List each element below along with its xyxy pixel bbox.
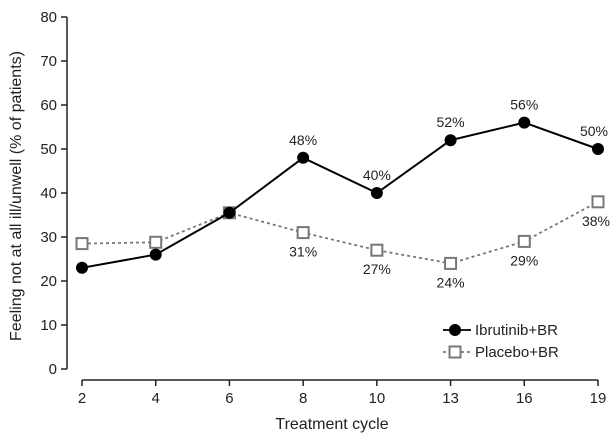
legend-label: Ibrutinib+BR <box>475 322 558 339</box>
data-point <box>149 235 163 249</box>
data-label: 52% <box>437 114 465 130</box>
data-point <box>149 248 162 261</box>
legend-marker <box>448 345 462 359</box>
legend-item-placebo-br: Placebo+BR <box>443 344 559 361</box>
y-tick-label: 20 <box>40 273 57 290</box>
data-label: 31% <box>289 244 317 260</box>
data-point <box>517 234 531 248</box>
x-tick-label: 10 <box>369 390 386 407</box>
y-tick-label: 10 <box>40 317 57 334</box>
data-label: 38% <box>582 213 610 229</box>
data-label: 56% <box>510 97 538 113</box>
x-tick-label: 6 <box>225 390 233 407</box>
legend-item-ibrutinib-br: Ibrutinib+BR <box>443 322 558 339</box>
data-point <box>370 187 383 199</box>
data-point <box>518 116 531 129</box>
x-tick-label: 19 <box>590 390 607 407</box>
y-tick-label: 80 <box>40 9 57 26</box>
x-tick-label: 8 <box>299 390 307 407</box>
y-tick-label: 50 <box>40 141 57 158</box>
data-point <box>444 256 458 270</box>
y-tick-label: 60 <box>40 97 57 114</box>
data-label: 27% <box>363 261 391 277</box>
data-point <box>444 134 457 147</box>
y-tick-label: 70 <box>40 53 57 70</box>
chart-legend: Ibrutinib+BR Placebo+BR <box>443 322 559 361</box>
x-axis-title: Treatment cycle <box>275 416 388 433</box>
series-ibrutinib-br <box>76 116 604 274</box>
x-tick-label: 4 <box>152 390 160 407</box>
data-point <box>296 226 310 240</box>
y-tick-label: 0 <box>49 361 57 378</box>
data-point <box>223 206 236 219</box>
data-label: 40% <box>363 167 391 183</box>
chart-data-labels: 31% 27% 24% 29% 38% 48% 40% 52% 56% 50% <box>289 97 610 291</box>
y-axis-title: Feeling not at all ill/unwell (% of pati… <box>8 51 25 341</box>
data-point <box>76 261 88 274</box>
data-point <box>297 151 310 164</box>
x-tick-label: 13 <box>442 390 459 407</box>
data-label: 48% <box>289 132 317 148</box>
data-point <box>592 143 604 155</box>
chart-series <box>75 116 605 274</box>
series-line <box>81 201 599 265</box>
series-line <box>81 121 599 269</box>
x-tick-label: 2 <box>78 390 86 407</box>
chart-axes: 0 10 20 30 40 50 60 70 80 2 4 6 8 10 13 16 19 <box>40 9 606 407</box>
y-tick-label: 40 <box>40 185 57 202</box>
y-tick-label: 30 <box>40 229 57 246</box>
legend-marker <box>449 324 461 336</box>
x-tick-label: 16 <box>516 390 533 407</box>
data-label: 29% <box>510 252 538 268</box>
data-point <box>75 237 89 251</box>
data-point <box>370 243 384 257</box>
legend-label: Placebo+BR <box>475 344 559 361</box>
data-point <box>591 195 605 209</box>
data-label: 50% <box>580 123 608 139</box>
data-label: 24% <box>437 274 465 290</box>
